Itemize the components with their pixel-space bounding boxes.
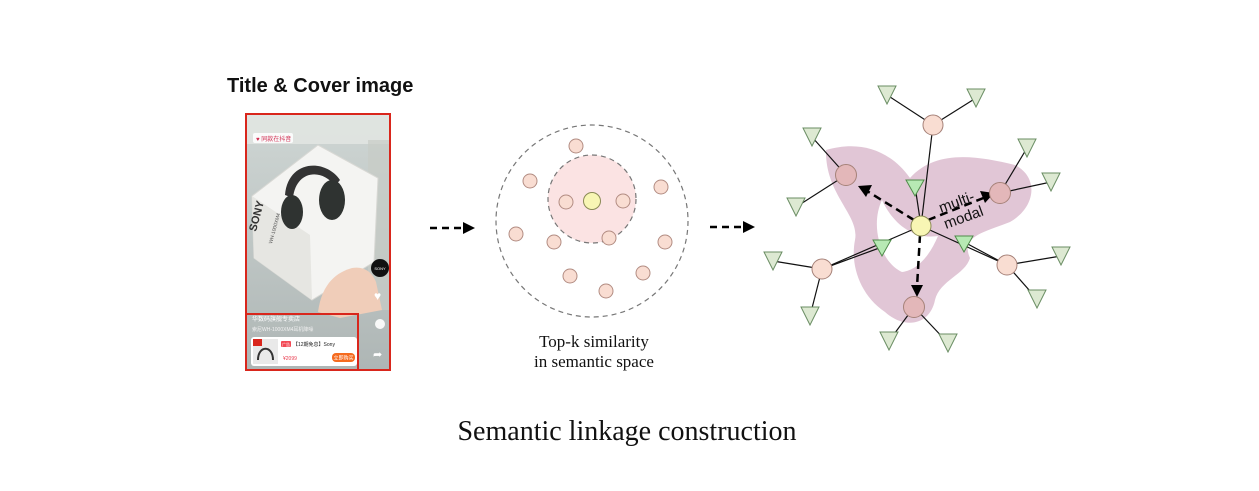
- hand-shape: [318, 267, 382, 318]
- buy-button-label[interactable]: 立即购买: [333, 355, 353, 362]
- arrowhead: [858, 185, 872, 197]
- item-triangle: [786, 197, 806, 218]
- overlay-title: 华数码旗舰专卖店: [252, 315, 300, 323]
- item-triangle: [879, 331, 899, 352]
- linkage-graph: multi- modal: [763, 85, 1071, 354]
- item-triangle: [938, 333, 958, 354]
- embedding-node: [615, 193, 631, 209]
- embedding-node: [598, 283, 614, 299]
- panel2-caption-line2: in semantic space: [534, 352, 654, 371]
- embedding-node: [562, 268, 578, 284]
- item-triangle: [802, 127, 822, 148]
- embedding-node: [657, 234, 673, 250]
- product-card[interactable]: 广告 【12期免息】Sony ¥2099 立即购买: [251, 337, 357, 366]
- side-logo-text: SONY: [374, 266, 386, 271]
- item-triangle: [800, 306, 820, 327]
- item-triangle: [763, 251, 783, 272]
- arrow-1: [430, 222, 475, 234]
- item-triangle: [1051, 246, 1071, 267]
- arrowhead: [911, 285, 923, 297]
- user-node: [922, 114, 944, 136]
- badge-text: ♥ 同款在抖音: [256, 135, 291, 143]
- product-price: ¥2099: [283, 356, 297, 362]
- user-node: [996, 254, 1018, 276]
- embedding-node: [558, 194, 574, 210]
- heart-icon[interactable]: ♥: [374, 289, 381, 303]
- semantic-space: [495, 124, 689, 318]
- item-triangle: [877, 85, 897, 106]
- cover-image-screenshot: ♥ 同款在抖音 SONY WH-1000XM4 SONY ♥ ➦ 华数码旗舰专卖…: [246, 114, 390, 370]
- neighbor-node: [989, 182, 1011, 204]
- item-triangle: [966, 88, 986, 109]
- embedding-node: [508, 226, 524, 242]
- overlay-subtitle: 索尼WH-1000XM4耳机降噪: [252, 326, 313, 333]
- linked-item-triangle: [954, 235, 974, 254]
- item-triangle: [1017, 138, 1037, 159]
- neighbor-node: [903, 296, 925, 318]
- product-box: SONY WH-1000XM4: [247, 144, 379, 301]
- panel1-heading: Title & Cover image: [227, 75, 413, 97]
- panel2-caption-line1: Top-k similarity: [539, 332, 649, 351]
- title-region-frame: [245, 313, 359, 371]
- user-node: [811, 258, 833, 280]
- more-icon[interactable]: [375, 319, 385, 329]
- product-title: 【12期免息】Sony: [293, 341, 335, 348]
- linked-item-triangle: [872, 239, 892, 258]
- query-node: [583, 192, 601, 210]
- outer-search-circle: [495, 124, 689, 318]
- embedding-node: [635, 265, 651, 281]
- item-triangle: [1027, 289, 1047, 310]
- embedding-node: [653, 179, 669, 195]
- linked-item-triangle: [905, 179, 925, 198]
- embedding-node: [546, 234, 562, 250]
- embedding-node: [568, 138, 584, 154]
- item-triangle: [1041, 172, 1061, 193]
- multimodal-region: [825, 146, 1032, 323]
- embedding-node: [601, 230, 617, 246]
- neighbor-node: [835, 164, 857, 186]
- embedding-node: [522, 173, 538, 189]
- product-tag: 广告: [282, 341, 290, 347]
- arrow-2: [710, 221, 755, 233]
- figure-title: Semantic linkage construction: [457, 416, 796, 447]
- center-node: [910, 215, 932, 237]
- share-icon[interactable]: ➦: [373, 349, 382, 361]
